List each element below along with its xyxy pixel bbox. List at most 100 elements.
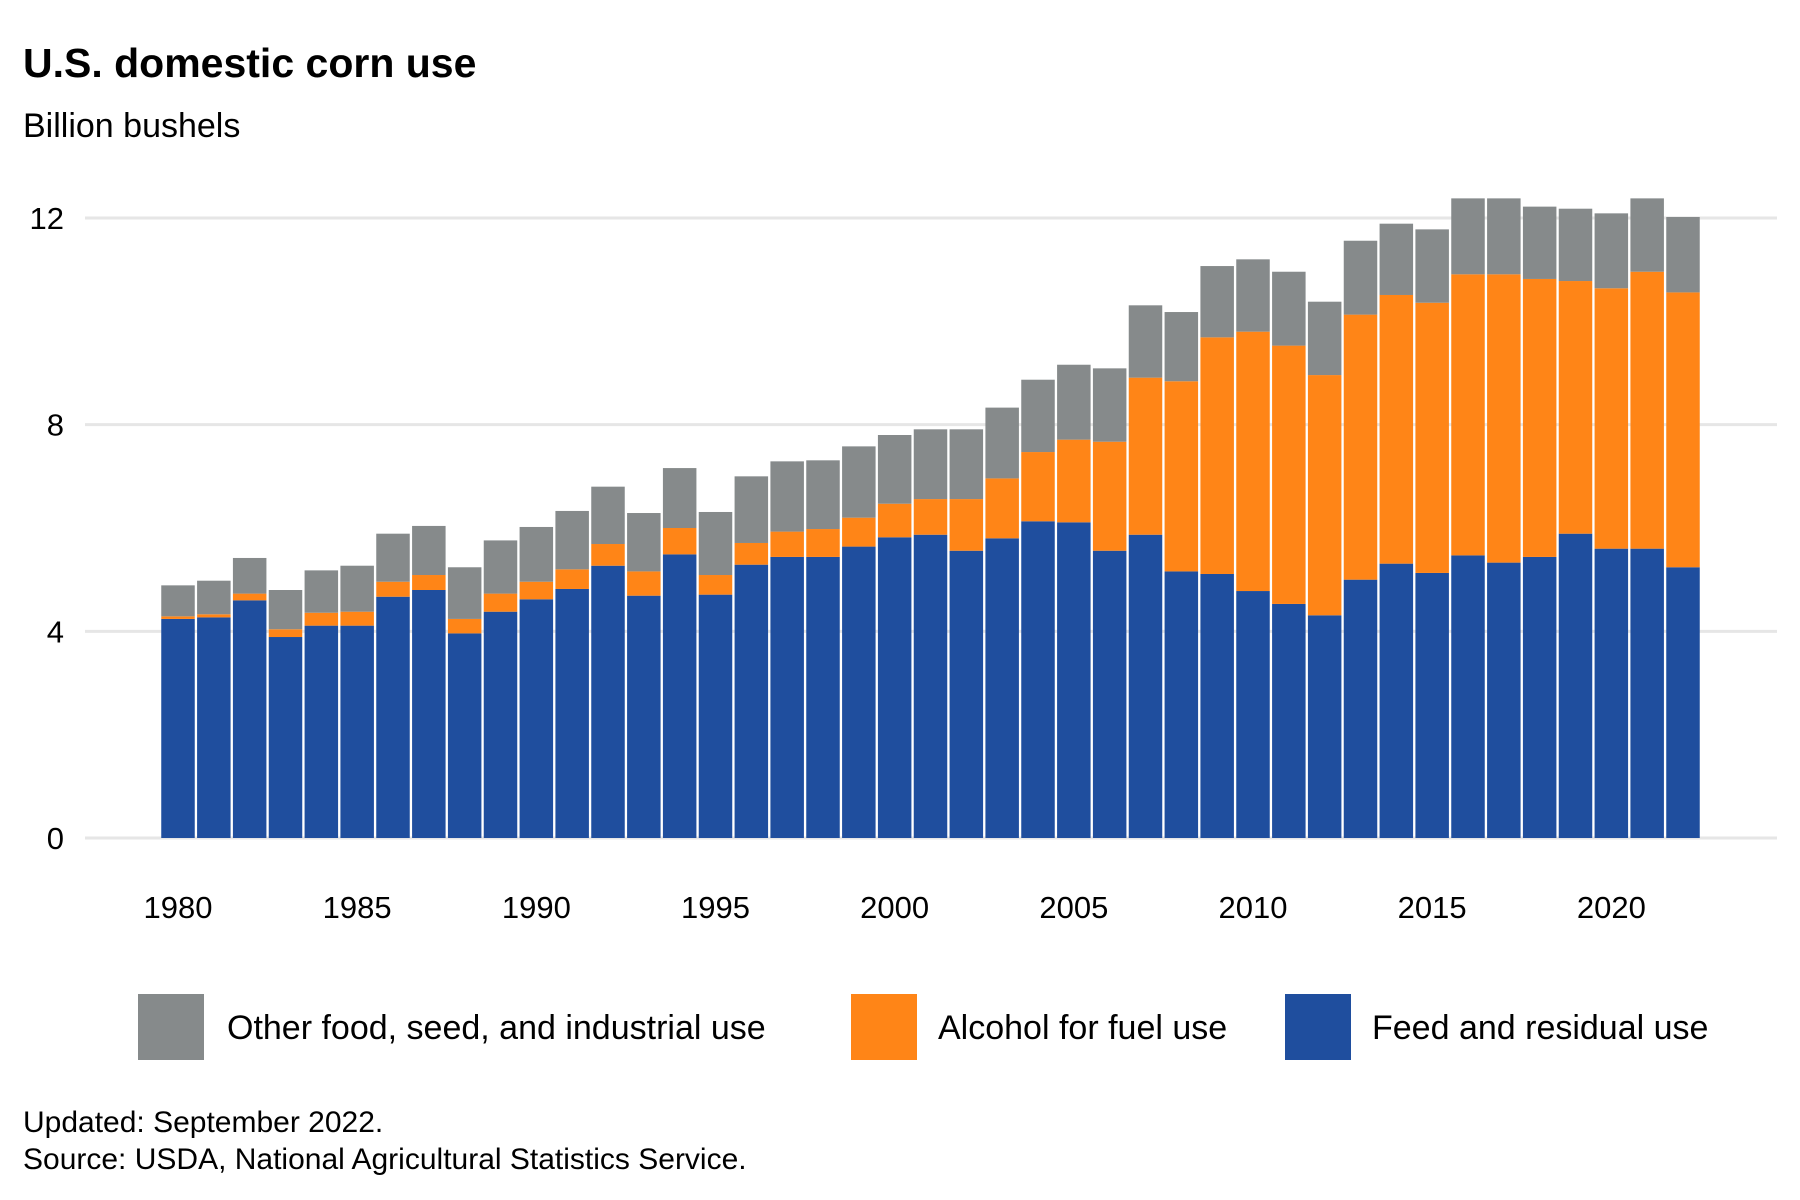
bar-segment [591,565,625,838]
bar-segment [555,510,589,570]
bar-segment [1236,331,1270,592]
bar-segment [1379,223,1414,295]
bar-segment [698,511,733,576]
x-tick-label: 2020 [1577,890,1646,925]
bar-segment [806,556,840,838]
bar-segment [842,446,876,518]
bar-segment [662,554,697,838]
chart-subtitle: Billion bushels [23,107,240,145]
x-axis: 1980 1985 1990 1995 2000 2005 2010 2015 2020 [144,890,1646,925]
legend: Other food, seed, and industrial use Alco… [138,994,1708,1060]
y-tick-label: 12 [30,201,64,236]
x-tick-label: 1980 [144,890,213,925]
bar-segment [1128,305,1163,378]
x-tick-label: 1995 [681,890,750,925]
bar-segment [1666,567,1700,838]
bar-segment [1594,548,1629,838]
bar-segment [232,600,267,838]
bar-segment [770,531,804,557]
x-tick-label: 2010 [1219,890,1288,925]
bar-segment [1379,294,1414,564]
bar-segment [483,593,518,612]
bar-segment [1272,603,1306,838]
bar-segment [268,590,303,630]
bar-segment [1451,198,1485,275]
bar-segment [591,486,625,545]
bar-segment [304,625,339,838]
bar-segment [949,429,984,500]
legend-swatch [138,994,204,1060]
bar-segment [1021,521,1055,838]
bar-segment [519,599,554,838]
bar-segment [1487,562,1521,838]
bar-segment [949,499,984,551]
bar-segment [806,529,840,557]
bar-segment [1594,213,1629,289]
bar-segment [1487,274,1521,563]
bar-segment [662,468,697,528]
bar-segment [1451,555,1485,838]
bar-segment [985,538,1019,838]
bar-segment [1307,615,1342,838]
bar-segment [483,540,518,594]
bar-segment [1379,563,1414,838]
bar-segment [340,611,374,626]
bar-segment [662,528,697,555]
bar-segment [1092,441,1127,551]
bar-segment [412,590,446,838]
bar-segment [1021,379,1055,453]
bar-segment [1558,533,1593,838]
bar-segment [770,461,804,532]
bar-segment [1092,368,1127,442]
bar-segment [627,595,661,838]
bar-segment [1415,302,1449,573]
bar-segment [1558,208,1593,282]
bar-segment [268,637,303,838]
y-tick-label: 8 [47,408,64,443]
legend-swatch [1285,994,1351,1060]
bar-segment [1451,274,1485,556]
bar-segment [627,513,661,572]
bar-segment [1415,572,1449,838]
y-tick-label: 0 [47,821,64,856]
bar-segment [1558,281,1593,534]
bar-segment [268,629,303,638]
bar-segment [1522,206,1557,279]
bar-segment [913,499,948,535]
bar-segment [734,476,769,543]
bar-segment [1415,229,1449,303]
bar-segment [1522,278,1557,557]
legend-label: Feed and residual use [1372,1009,1708,1047]
bar-segment [340,625,374,838]
x-tick-label: 1990 [502,890,571,925]
bar-segment [1630,271,1664,549]
bar-segment [1594,288,1629,549]
bar-segment [1343,240,1378,315]
bar-segment [1272,345,1306,604]
bar-segment [376,533,410,582]
bar-segment [1200,337,1234,574]
bar-segment [1343,314,1378,580]
bar-segment [483,611,518,838]
bar-segment [1236,259,1270,332]
bar-segment [1057,522,1091,838]
bar-segment [627,571,661,596]
bar-segment [519,526,554,582]
bar-segment [877,537,912,838]
bar-segment [1164,381,1199,572]
bar-segment [197,580,231,615]
bars [161,198,1700,838]
bar-segment [1021,452,1055,522]
bar-segment [1092,550,1127,838]
bar-segment [161,616,195,619]
bar-segment [376,581,410,597]
bar-segment [1057,439,1091,523]
y-axis: 0 4 8 12 [30,201,64,856]
bar-segment [447,567,482,619]
bar-segment [913,429,948,500]
bar-segment [197,617,231,838]
bar-segment [412,575,446,590]
bar-segment [734,542,769,565]
bar-segment [1128,534,1163,838]
x-tick-label: 2005 [1039,890,1108,925]
